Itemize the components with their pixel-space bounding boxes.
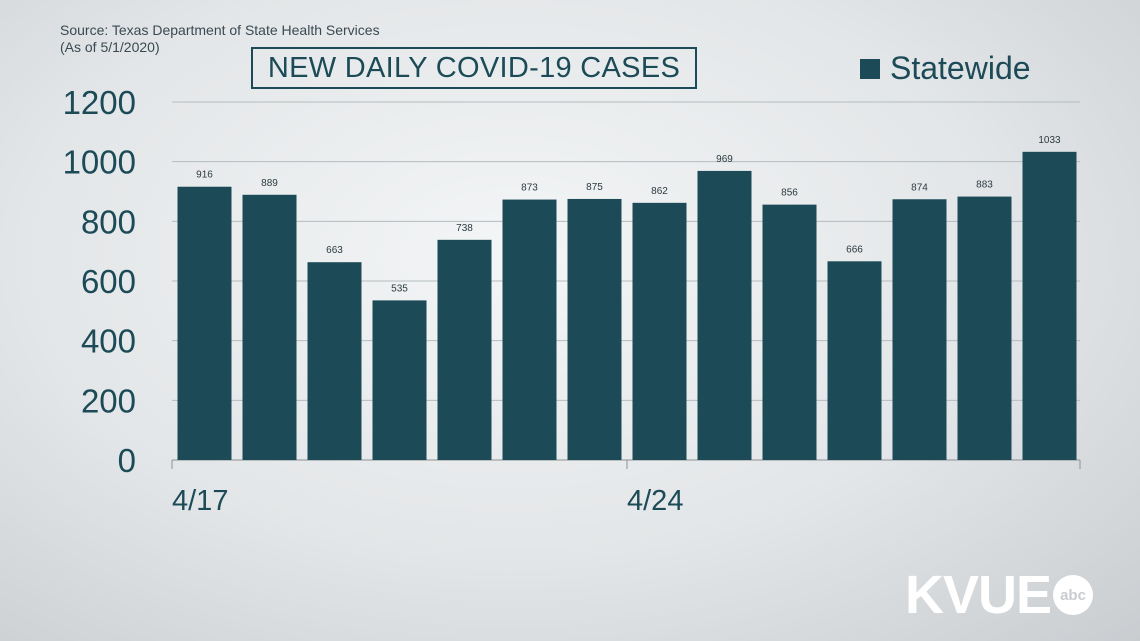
bar-data-label: 862 xyxy=(651,186,668,197)
bar-data-label: 889 xyxy=(261,178,278,189)
bar xyxy=(957,196,1012,461)
source-note: Source: Texas Department of State Health… xyxy=(60,22,380,56)
bar xyxy=(437,239,492,460)
bar-data-label: 875 xyxy=(586,182,603,193)
bar-data-label: 969 xyxy=(716,154,733,165)
bar xyxy=(242,194,297,460)
y-tick-label: 800 xyxy=(81,203,136,240)
y-tick-label: 400 xyxy=(81,323,136,360)
y-tick-label: 200 xyxy=(81,382,136,419)
chart-title-text: NEW DAILY COVID-19 CASES xyxy=(267,51,681,84)
legend: Statewide xyxy=(860,50,1031,87)
bar xyxy=(632,202,687,460)
kvue-abc-logo: KVUE abc xyxy=(905,565,1094,625)
bar xyxy=(762,204,817,460)
y-tick-label: 1200 xyxy=(63,84,136,121)
bar xyxy=(1022,151,1077,461)
bar-data-label: 738 xyxy=(456,223,473,234)
bar-data-label: 873 xyxy=(521,183,538,194)
bar xyxy=(892,199,947,461)
bar xyxy=(177,186,232,460)
x-tick-label: 4/17 xyxy=(172,485,228,517)
abc-badge: abc xyxy=(1053,575,1094,615)
bar-data-label: 535 xyxy=(391,283,408,294)
as-of-date: (As of 5/1/2020) xyxy=(60,39,160,55)
bar-data-label: 856 xyxy=(781,188,798,199)
y-tick-label: 1000 xyxy=(63,144,136,181)
bar xyxy=(502,199,557,460)
bar xyxy=(567,198,622,461)
bar-data-label: 666 xyxy=(846,244,863,255)
legend-label: Statewide xyxy=(890,50,1031,86)
bar xyxy=(697,170,752,461)
logo-text: KVUE xyxy=(905,565,1052,625)
bar-data-label: 883 xyxy=(976,180,993,191)
bar-data-label: 874 xyxy=(911,182,928,193)
bar-data-label: 1033 xyxy=(1038,135,1061,146)
chart-title: NEW DAILY COVID-19 CASES xyxy=(251,47,697,89)
bar xyxy=(827,261,882,460)
bar xyxy=(372,300,427,460)
abc-badge-text: abc xyxy=(1060,586,1086,604)
legend-swatch xyxy=(860,58,880,79)
y-tick-label: 600 xyxy=(81,263,136,300)
x-tick-label: 4/24 xyxy=(627,485,683,517)
bar-data-label: 916 xyxy=(196,170,213,181)
y-tick-label: 0 xyxy=(118,442,136,479)
bar xyxy=(307,262,362,460)
source-line: Source: Texas Department of State Health… xyxy=(60,22,380,38)
bar-data-label: 663 xyxy=(326,245,343,256)
